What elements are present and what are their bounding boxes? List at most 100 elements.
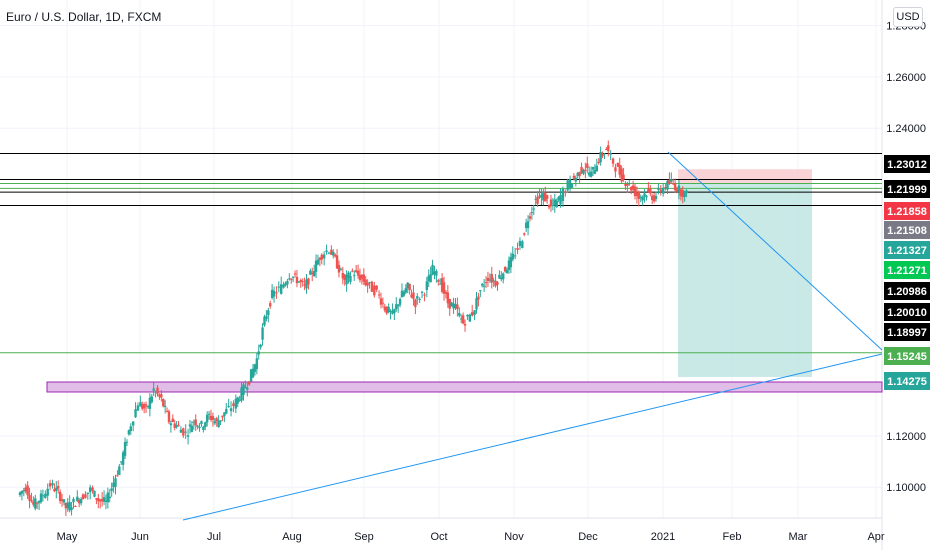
candle-body — [236, 397, 239, 404]
candle-body — [681, 190, 684, 198]
candle-body — [576, 172, 579, 176]
candle-body — [564, 191, 567, 193]
price-tag-label: 1.18997 — [887, 327, 927, 339]
candle-body — [410, 294, 413, 298]
candle-body — [473, 310, 476, 315]
candle-body — [349, 275, 352, 282]
candle-body — [284, 283, 287, 286]
candle-body — [186, 435, 190, 437]
candle-body — [177, 424, 180, 426]
candle-body — [568, 178, 572, 189]
candle-body — [618, 164, 621, 175]
price-tag — [884, 221, 930, 239]
price-tag-label: 1.21999 — [887, 184, 927, 196]
candle-body — [125, 441, 129, 443]
candle-body — [360, 274, 364, 279]
candle-body — [370, 281, 374, 292]
price-tag-label: 1.21271 — [887, 265, 927, 277]
candle-body — [97, 498, 100, 502]
candle-body — [246, 387, 249, 390]
price-tag — [884, 303, 930, 321]
price-tag — [884, 323, 930, 341]
candle-body — [219, 420, 222, 422]
candle-body — [578, 172, 581, 177]
candle-body — [227, 405, 230, 407]
candle-body — [683, 191, 686, 197]
candle-body — [599, 151, 602, 163]
candle-body — [641, 196, 644, 201]
candle-body — [238, 399, 241, 401]
candle-body — [685, 190, 688, 193]
candle-body — [482, 285, 486, 287]
candle-body — [373, 285, 376, 296]
candle-body — [261, 327, 264, 340]
candle-body — [291, 276, 295, 278]
candle-body — [589, 171, 593, 177]
candle-body — [32, 501, 35, 505]
currency-button[interactable]: USD — [893, 7, 923, 27]
candle-body — [677, 185, 681, 192]
candle-body — [597, 162, 600, 164]
candle-body — [303, 284, 306, 286]
candle-body — [100, 499, 104, 502]
candle-body — [672, 183, 675, 185]
time-tick-label: Dec — [578, 531, 598, 543]
candle-body — [51, 483, 54, 486]
candle-body — [511, 253, 514, 260]
candle-body — [78, 500, 81, 504]
time-tick-label: Sep — [354, 531, 374, 543]
price-tag — [884, 241, 930, 259]
candle-body — [188, 424, 192, 427]
candle-body — [356, 270, 360, 276]
candle-body — [64, 503, 68, 509]
candle-body — [425, 281, 429, 290]
candle-body — [591, 166, 595, 170]
candle-body — [192, 421, 196, 423]
candle-body — [643, 193, 646, 197]
candle-body — [609, 153, 612, 155]
candle-body — [561, 188, 565, 202]
candle-body — [136, 405, 140, 411]
candle-body — [182, 428, 185, 436]
candle-body — [57, 486, 60, 489]
candle-body — [253, 364, 257, 372]
candle-body — [530, 212, 534, 214]
price-tag — [884, 155, 930, 173]
candle-body — [35, 502, 39, 504]
candle-body — [129, 426, 132, 431]
candle-body — [60, 499, 64, 502]
candle-body — [53, 489, 56, 492]
candle-body — [505, 269, 509, 274]
candle-body — [169, 423, 173, 426]
candle-body — [416, 296, 419, 299]
candle-body — [396, 304, 400, 307]
candle-body — [570, 183, 574, 188]
candle-body — [332, 251, 335, 256]
candle-body — [601, 154, 604, 156]
candle-body — [104, 500, 108, 502]
candle-body — [229, 408, 233, 412]
candle-body — [532, 208, 535, 210]
candle-body — [150, 396, 153, 403]
candle-body — [68, 502, 71, 511]
candle-body — [162, 398, 165, 407]
time-tick-label: Aug — [282, 531, 302, 543]
candle-body — [146, 406, 150, 408]
price-tag — [884, 261, 930, 279]
candle-body — [368, 282, 371, 284]
candle-body — [41, 495, 45, 497]
candle-body — [559, 195, 562, 205]
candle-body — [255, 358, 259, 369]
candle-body — [58, 491, 62, 502]
candle-body — [184, 431, 187, 433]
candle-body — [108, 496, 111, 499]
candle-body — [652, 195, 656, 202]
price-tag — [884, 202, 930, 220]
candle-body — [534, 198, 537, 200]
candle-body — [557, 196, 560, 200]
candle-body — [351, 270, 354, 272]
candle-body — [477, 296, 480, 300]
candle-body — [437, 280, 440, 282]
candle-body — [320, 254, 323, 260]
candle-body — [311, 272, 314, 275]
